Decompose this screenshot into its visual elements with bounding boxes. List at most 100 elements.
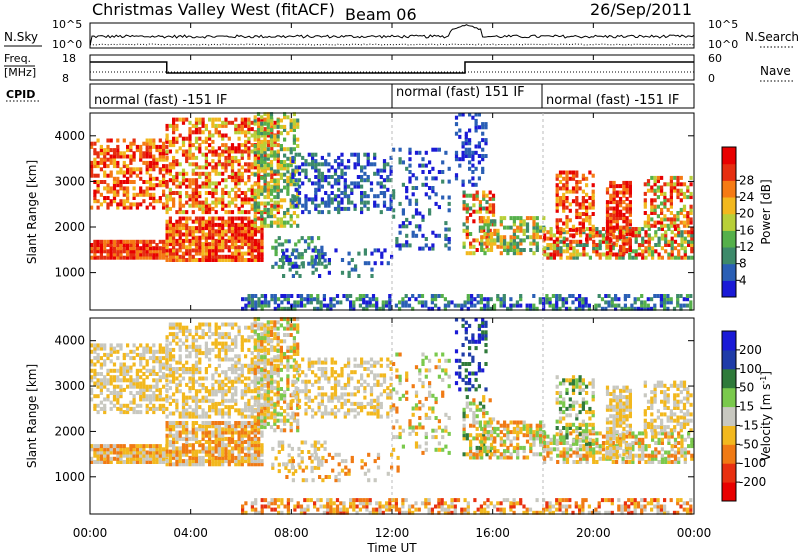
heatmap-cell: [178, 452, 182, 457]
heatmap-cell: [256, 406, 261, 410]
heatmap-cell: [142, 387, 146, 392]
power-ylabel: Slant Range [km]: [25, 160, 39, 264]
heatmap-cell: [122, 447, 126, 452]
heatmap-cell: [135, 456, 139, 461]
heatmap-cell: [221, 408, 225, 413]
heatmap-cell: [198, 427, 202, 432]
heatmap-cell: [311, 152, 315, 157]
heatmap-cell: [411, 306, 415, 311]
heatmap-cell: [165, 251, 169, 256]
heatmap-cell: [194, 117, 199, 122]
heatmap-cell: [109, 243, 113, 247]
heatmap-cell: [168, 143, 172, 148]
heatmap-cell: [575, 249, 579, 254]
heatmap-cell: [283, 294, 287, 298]
heatmap-cell: [204, 395, 208, 400]
heatmap-cell: [269, 134, 274, 139]
heatmap-cell: [224, 452, 228, 457]
heatmap-cell: [135, 202, 139, 207]
heatmap-cell: [609, 206, 613, 211]
heatmap-cell: [237, 238, 241, 243]
heatmap-cell: [270, 139, 274, 144]
heatmap-cell: [291, 155, 295, 160]
heatmap-cell: [263, 181, 267, 186]
heatmap-cell: [276, 179, 280, 184]
heatmap-cell: [643, 211, 647, 215]
heatmap-cell: [148, 453, 153, 458]
heatmap-cell: [175, 449, 179, 454]
heatmap-cell: [628, 180, 632, 185]
heatmap-cell: [256, 367, 261, 372]
heatmap-cell: [454, 150, 459, 155]
heatmap-cell: [614, 294, 618, 298]
heatmap-cell: [204, 210, 208, 215]
heatmap-cell: [126, 252, 130, 257]
heatmap-cell: [276, 153, 280, 158]
heatmap-cell: [99, 239, 103, 244]
heatmap-cell: [109, 450, 113, 455]
heatmap-cell: [198, 325, 202, 330]
heatmap-cell: [456, 303, 461, 308]
heatmap-cell: [175, 171, 179, 176]
heatmap-cell: [155, 453, 159, 458]
heatmap-cell: [276, 124, 280, 129]
heatmap-cell: [198, 191, 202, 195]
heatmap-cell: [247, 238, 251, 243]
heatmap-cell: [227, 226, 231, 231]
heatmap-cell: [512, 248, 516, 252]
heatmap-cell: [240, 203, 244, 208]
heatmap-cell: [663, 195, 667, 200]
heatmap-cell: [168, 459, 172, 464]
heatmap-cell: [244, 459, 248, 464]
heatmap-cell: [99, 365, 103, 370]
heatmap-cell: [289, 217, 293, 222]
heatmap-cell: [587, 303, 591, 308]
heatmap-cell: [663, 182, 667, 187]
heatmap-cell: [633, 297, 637, 302]
heatmap-cell: [376, 168, 380, 173]
heatmap-cell: [224, 459, 228, 464]
heatmap-cell: [132, 343, 136, 348]
heatmap-cell: [234, 421, 238, 425]
heatmap-cell: [687, 239, 691, 244]
heatmap-cell: [581, 227, 585, 232]
heatmap-cell: [178, 133, 182, 138]
heatmap-cell: [401, 297, 405, 302]
heatmap-cell: [211, 382, 215, 387]
heatmap-cell: [266, 374, 270, 379]
heatmap-cell: [214, 328, 218, 333]
heatmap-cell: [211, 181, 215, 186]
heatmap-cell: [227, 258, 231, 262]
heatmap-cell: [208, 408, 212, 413]
heatmap-cell: [250, 360, 254, 365]
heatmap-cell: [574, 297, 578, 302]
heatmap-cell: [488, 196, 492, 201]
heatmap-cell: [250, 405, 254, 410]
heatmap-cell: [234, 197, 238, 202]
heatmap-cell: [562, 208, 566, 213]
heatmap-cell: [673, 223, 677, 228]
heatmap-cell: [208, 248, 212, 253]
heatmap-cell: [385, 303, 389, 308]
heatmap-cell: [595, 230, 599, 235]
heatmap-cell: [304, 203, 308, 208]
heatmap-cell: [276, 181, 280, 186]
heatmap-cell: [266, 380, 270, 385]
heatmap-cell: [99, 387, 103, 392]
heatmap-cell: [585, 183, 589, 188]
heatmap-cell: [588, 202, 592, 207]
heatmap-cell: [139, 444, 143, 449]
heatmap-cell: [188, 133, 192, 138]
heatmap-cell: [204, 322, 208, 327]
heatmap-cell: [634, 255, 638, 260]
heatmap-cell: [358, 297, 362, 302]
heatmap-cell: [421, 163, 425, 168]
heatmap-cell: [257, 357, 261, 362]
heatmap-cell: [194, 226, 199, 231]
heatmap-cell: [311, 165, 315, 170]
heatmap-cell: [198, 370, 202, 375]
heatmap-cell: [615, 219, 619, 224]
heatmap-cell: [431, 186, 435, 190]
heatmap-cell: [358, 303, 362, 308]
heatmap-cell: [682, 303, 686, 308]
